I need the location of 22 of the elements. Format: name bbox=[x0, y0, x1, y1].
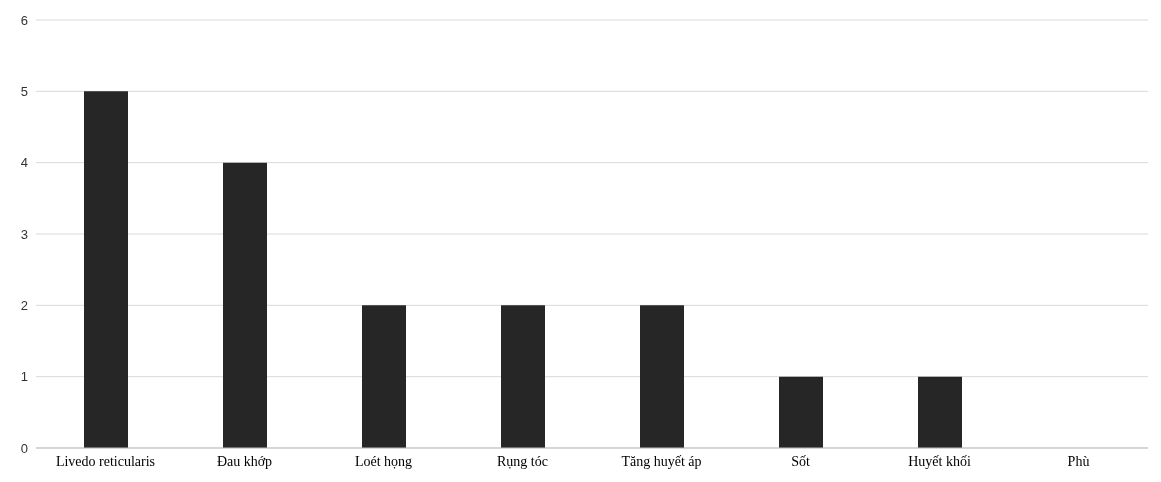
bar bbox=[223, 162, 267, 448]
x-tick-label: Rụng tóc bbox=[497, 453, 548, 469]
y-tick-label: 1 bbox=[20, 369, 28, 385]
bar bbox=[918, 376, 962, 448]
bar bbox=[779, 376, 823, 448]
bar bbox=[640, 305, 684, 448]
x-tick-label: Sốt bbox=[791, 453, 810, 469]
x-tick-label: Đau khớp bbox=[216, 453, 273, 469]
y-tick-label: 4 bbox=[20, 155, 28, 171]
bar bbox=[362, 305, 406, 448]
x-tick-label: Phù bbox=[1067, 453, 1090, 469]
x-tick-label: Livedo reticularis bbox=[55, 453, 156, 469]
bar bbox=[84, 91, 128, 448]
y-tick-label: 6 bbox=[20, 12, 28, 28]
y-tick-label: 5 bbox=[20, 83, 28, 99]
y-tick-label: 3 bbox=[20, 226, 28, 242]
y-tick-label: 0 bbox=[20, 440, 28, 456]
x-tick-label: Huyết khối bbox=[908, 453, 971, 469]
y-tick-label: 2 bbox=[20, 297, 28, 313]
bar bbox=[501, 305, 545, 448]
x-tick-label: Loét họng bbox=[354, 453, 413, 469]
x-tick-label: Tăng huyết áp bbox=[621, 453, 702, 469]
